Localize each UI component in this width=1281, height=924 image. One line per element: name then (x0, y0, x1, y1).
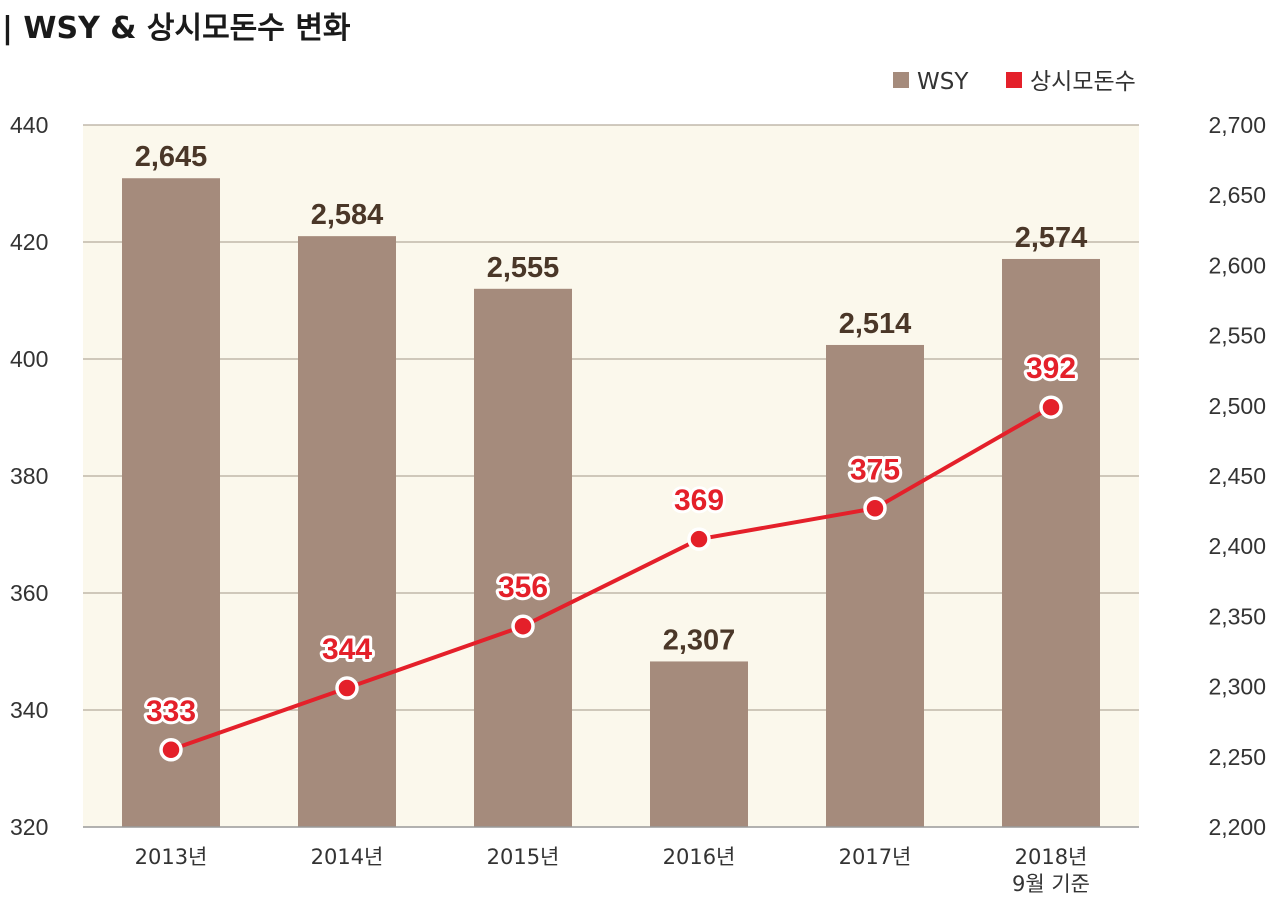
bar-value-label: 2,574 (1015, 222, 1088, 254)
series-line (170, 405, 1052, 752)
right-axis-tick-label: 2,350 (1208, 603, 1266, 629)
legend-label-sows: 상시모돈수 (1030, 69, 1136, 95)
bar (650, 661, 748, 827)
left-axis-tick-label: 420 (10, 229, 48, 255)
bar-value-label: 2,645 (135, 141, 208, 173)
bar (298, 236, 396, 827)
bar (826, 344, 924, 827)
right-axis-ticks: 2,200 2,250 2,300 2,350 2,400 2,450 2,500 2,550… (1208, 112, 1266, 840)
line-point (159, 738, 183, 762)
bar-value-label: 2,514 (839, 308, 912, 340)
bar-value-label: 2,307 (663, 624, 736, 656)
bar (122, 178, 220, 828)
category-label: 2018년 9월 기준 (1012, 845, 1090, 896)
right-axis-tick-label: 2,200 (1208, 814, 1266, 840)
line-point (863, 496, 887, 521)
bar-value-label: 2,584 (311, 199, 384, 231)
bar (474, 288, 572, 827)
legend-swatch-sows (1006, 72, 1022, 88)
bar (1002, 258, 1100, 828)
line-value-label: 392 (1026, 352, 1076, 385)
left-axis-tick-label: 440 (10, 112, 48, 138)
line-value-label: 356 (498, 571, 548, 604)
right-axis-tick-label: 2,450 (1208, 463, 1266, 489)
right-axis-tick-label: 2,500 (1208, 393, 1266, 419)
right-axis-tick-label: 2,250 (1208, 744, 1266, 770)
line-point (687, 527, 711, 551)
bar-value-label: 2,555 (487, 252, 560, 284)
legend: WSY 상시모돈수 (893, 69, 1136, 95)
right-axis-tick-label: 2,550 (1208, 323, 1266, 349)
left-axis-ticks: 320 340 360 380 400 420 440 (10, 112, 48, 840)
category-label: 2013년 (135, 845, 208, 869)
right-axis-tick-label: 2,600 (1208, 252, 1266, 278)
category-label: 2015년 (487, 845, 560, 869)
category-axis-labels: 2013년 2014년 2015년 2016년 2017년 2018년 9월 기준 (135, 845, 1090, 896)
category-label: 2016년 (663, 845, 736, 869)
legend-label-wsy: WSY (917, 69, 969, 95)
left-axis-tick-label: 380 (10, 463, 48, 489)
bar-series (122, 178, 1100, 828)
legend-swatch-wsy (893, 72, 909, 88)
line-value-labels: 333 344 356 369 375 392 (143, 349, 1079, 731)
line-point (1039, 395, 1063, 419)
line-value-label: 333 (146, 695, 196, 728)
right-axis-tick-label: 2,300 (1208, 674, 1266, 700)
line-point (511, 614, 535, 638)
chart-title: | WSY & 상시모돈수 변화 (2, 11, 351, 46)
line-value-label: 344 (322, 633, 372, 666)
line-series (159, 395, 1063, 762)
line-point (335, 676, 359, 700)
line-value-label: 375 (850, 453, 900, 486)
right-axis-tick-label: 2,400 (1208, 533, 1266, 559)
bar-value-labels: 2,645 2,584 2,555 2,307 2,514 2,574 (135, 141, 1088, 656)
category-label: 2017년 (839, 845, 912, 869)
line-value-label: 369 (674, 484, 724, 517)
gridlines (83, 124, 1139, 711)
left-axis-tick-label: 400 (10, 346, 48, 372)
category-label: 2014년 (311, 845, 384, 869)
right-axis-tick-label: 2,650 (1208, 182, 1266, 208)
left-axis-tick-label: 340 (10, 697, 48, 723)
left-axis-tick-label: 320 (10, 814, 48, 840)
left-axis-tick-label: 360 (10, 580, 48, 606)
right-axis-tick-label: 2,700 (1208, 112, 1266, 138)
